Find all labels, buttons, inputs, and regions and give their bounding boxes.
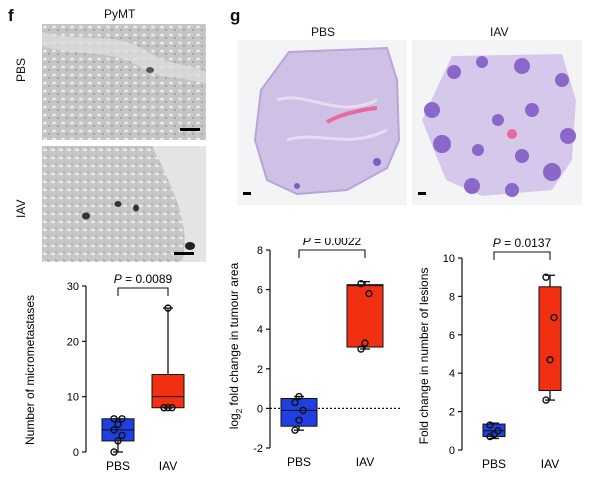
data-point bbox=[114, 420, 122, 429]
y-tick-label: 10 bbox=[67, 392, 79, 404]
p-value-label: P = 0.0137 bbox=[493, 238, 552, 250]
y-tick-label: -2 bbox=[253, 443, 263, 455]
y-tick-label: 2 bbox=[449, 407, 455, 419]
box-iav bbox=[538, 286, 562, 391]
data-point bbox=[110, 426, 118, 434]
x-category-label: PBS bbox=[287, 455, 311, 469]
chart-lesions: Fold change in number of lesions 0 2 4 6 8 10… bbox=[417, 238, 562, 471]
iav-histology bbox=[412, 40, 582, 205]
data-point bbox=[365, 289, 373, 298]
y-tick-label: 20 bbox=[67, 336, 79, 348]
col-label-iav: IAV bbox=[490, 25, 509, 39]
chart3-ylabel: Fold change in number of lesions bbox=[417, 268, 431, 445]
y-tick-label: 0 bbox=[73, 447, 79, 459]
row-label-iav: IAV bbox=[14, 199, 28, 218]
chart2-ylabel-sub: 2 bbox=[235, 408, 244, 413]
data-point bbox=[295, 416, 303, 424]
data-point bbox=[357, 279, 365, 288]
x-category-label: PBS bbox=[482, 457, 506, 471]
box-iav bbox=[151, 374, 185, 409]
significance-bracket bbox=[298, 249, 366, 258]
data-point bbox=[110, 448, 118, 456]
data-point bbox=[490, 430, 498, 439]
chart1-plot: 0 10 20 30 PBS IAV P = 0.0089 bbox=[67, 272, 185, 473]
p-value-label: P = 0.0089 bbox=[114, 272, 173, 286]
data-point bbox=[486, 432, 494, 441]
chart1-ylabel: Number of micrometastases bbox=[23, 295, 37, 445]
data-point bbox=[164, 304, 172, 312]
data-point bbox=[550, 313, 558, 322]
x-category-label: IAV bbox=[356, 455, 374, 469]
data-point bbox=[168, 404, 176, 412]
panel-g-letter: g bbox=[230, 6, 241, 25]
data-point bbox=[295, 392, 303, 401]
panel-f-letter: f bbox=[8, 6, 14, 25]
data-point bbox=[164, 404, 172, 412]
data-point bbox=[160, 404, 168, 412]
data-point bbox=[542, 273, 550, 281]
x-category-label: PBS bbox=[106, 459, 130, 473]
chart3-plot: 0 2 4 6 8 10 PBS IAV P = 0.0137 bbox=[443, 238, 562, 471]
y-tick-label: 0 bbox=[257, 403, 263, 415]
y-tick-label: 0 bbox=[449, 445, 455, 457]
data-point bbox=[486, 421, 494, 429]
chart-tumour-area: log2 fold change in tumour area -202468P… bbox=[227, 238, 400, 469]
p-value-label: P = 0.0022 bbox=[303, 238, 362, 248]
chart-micrometastases: Number of micrometastases 0 10 20 30 PBS IAV P… bbox=[23, 272, 185, 473]
iav-micrograph bbox=[42, 146, 206, 262]
y-tick-label: 6 bbox=[257, 285, 263, 297]
pbs-micrograph bbox=[42, 24, 206, 140]
y-tick-label: 2 bbox=[257, 364, 263, 376]
pbs-histology bbox=[237, 40, 407, 205]
data-point bbox=[494, 427, 502, 435]
chart2-ylabel-rest: fold change in tumour area bbox=[227, 262, 241, 408]
data-point bbox=[118, 431, 126, 440]
data-point bbox=[357, 345, 365, 353]
col-label-pbs: PBS bbox=[311, 25, 336, 39]
data-point bbox=[299, 406, 307, 415]
row-label-pbs: PBS bbox=[14, 57, 28, 82]
chart2-plot: -2 0 2 4 6 8 PBS IAV P = 0.0022 bbox=[253, 238, 400, 469]
y-tick-label: 8 bbox=[449, 291, 455, 303]
y-tick-label: 4 bbox=[449, 368, 455, 380]
y-tick-label: 8 bbox=[257, 245, 263, 257]
y-tick-label: 30 bbox=[67, 281, 79, 293]
chart2-ylabel-log: log bbox=[227, 413, 241, 429]
significance-bracket bbox=[117, 287, 169, 296]
y-tick-label: 10 bbox=[443, 253, 455, 265]
y-tick-label: 4 bbox=[257, 324, 263, 336]
box-iav bbox=[346, 284, 384, 348]
y-tick-label: 6 bbox=[449, 330, 455, 342]
x-category-label: IAV bbox=[541, 457, 559, 471]
data-point bbox=[110, 415, 118, 423]
chart2-ylabel: log2 fold change in tumour area bbox=[227, 262, 244, 429]
box-pbs bbox=[280, 398, 318, 427]
data-point bbox=[118, 415, 126, 423]
data-point bbox=[542, 396, 550, 404]
data-point bbox=[361, 339, 369, 347]
data-point bbox=[546, 356, 554, 364]
data-point bbox=[291, 426, 299, 434]
data-point bbox=[291, 398, 299, 407]
significance-bracket bbox=[493, 251, 551, 260]
data-point bbox=[114, 437, 122, 445]
x-category-label: IAV bbox=[159, 459, 177, 473]
panel-f-model-label: PyMT bbox=[104, 7, 136, 21]
